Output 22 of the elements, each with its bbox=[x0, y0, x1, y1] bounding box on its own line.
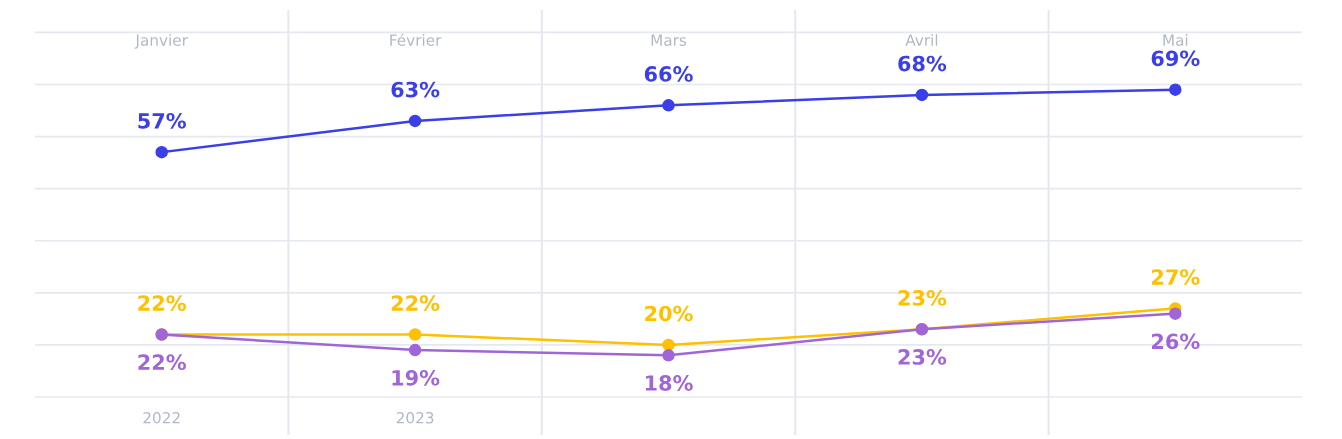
data-label: 69% bbox=[1151, 50, 1200, 67]
text: 2023 bbox=[396, 411, 434, 424]
data-label: 63% bbox=[391, 81, 440, 98]
data-label: 26% bbox=[1152, 333, 1200, 350]
text: 2022 bbox=[143, 411, 180, 424]
data-label: 66% bbox=[644, 66, 693, 82]
data-label: 18% bbox=[645, 375, 693, 391]
data-label: 22% bbox=[391, 295, 440, 311]
x-tick-label: Mai bbox=[1163, 34, 1188, 46]
data-label: 19% bbox=[392, 369, 440, 386]
data-label: 22% bbox=[138, 354, 186, 371]
data-label: 20% bbox=[645, 305, 693, 322]
data-label: 68% bbox=[898, 55, 947, 72]
x-tick-label: Avril bbox=[905, 34, 938, 46]
data-label: 22% bbox=[138, 295, 186, 311]
data-label: 23% bbox=[898, 349, 947, 365]
x-tick-label: Mars bbox=[651, 34, 687, 46]
x-tick-label: Janvier bbox=[134, 34, 188, 49]
data-label: 23% bbox=[898, 290, 947, 306]
x-tick-label: Février bbox=[390, 33, 442, 46]
data-label: 27% bbox=[1152, 269, 1200, 285]
data-label: 57% bbox=[138, 112, 186, 129]
